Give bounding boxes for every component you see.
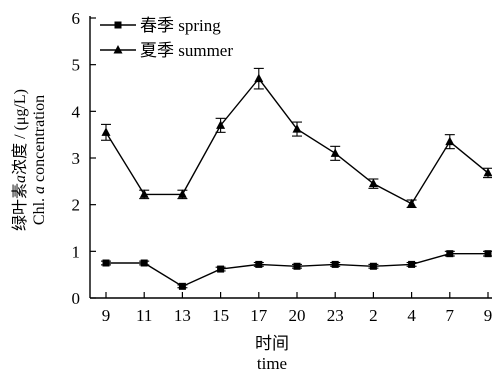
series-summer (101, 67, 492, 209)
series-layer (101, 67, 492, 290)
y-axis-label-cn-italic: a (12, 175, 29, 183)
data-point (484, 250, 492, 258)
data-point (178, 282, 186, 290)
legend-label: 夏季 summer (140, 41, 233, 60)
x-tick-label: 11 (136, 306, 152, 325)
x-tick-label: 9 (102, 306, 111, 325)
data-point (483, 167, 492, 177)
x-tick-label: 2 (369, 306, 378, 325)
x-axis-label-cn: 时间 (255, 334, 289, 353)
y-axis-label-en-italic: a (31, 186, 48, 194)
data-point (177, 189, 187, 198)
data-point (292, 124, 302, 133)
data-point (445, 136, 455, 146)
y-tick-label: 4 (72, 102, 81, 121)
y-axis-label-cn-suffix: 浓度 / (μg/L) (11, 89, 29, 175)
series-spring (101, 250, 492, 290)
legend-marker (113, 45, 123, 54)
data-point (254, 73, 264, 83)
y-tick-label: 6 (72, 9, 81, 28)
legend-marker (114, 21, 122, 29)
data-point (331, 260, 339, 268)
y-axis-label-en-prefix: Chl. (31, 194, 48, 225)
y-tick-label: 5 (72, 56, 81, 75)
data-point (408, 260, 416, 268)
x-axis-label-en: time (257, 354, 287, 373)
y-axis-label-cn: 绿叶素a浓度 / (μg/L) (11, 89, 29, 231)
data-point (255, 260, 263, 268)
data-point (101, 127, 111, 136)
legend-label: 春季 spring (140, 16, 221, 35)
y-axis-label-cn-prefix: 绿叶素 (11, 183, 29, 231)
x-tick-label: 17 (250, 306, 268, 325)
legend: 春季 spring 夏季 summer (100, 16, 233, 60)
data-point (293, 262, 301, 270)
data-point (446, 250, 454, 258)
data-point (140, 259, 148, 267)
data-point (369, 262, 377, 270)
data-point (217, 265, 225, 273)
x-tick-label: 7 (446, 306, 455, 325)
data-point (330, 148, 340, 157)
data-point (368, 178, 378, 188)
x-tick-label: 15 (212, 306, 229, 325)
data-point (139, 189, 149, 198)
data-point (407, 198, 417, 208)
data-point (216, 120, 226, 129)
x-tick-label: 9 (484, 306, 492, 325)
x-tick-label: 13 (174, 306, 191, 325)
y-axis-label-en: Chl. a concentration (31, 95, 48, 225)
series-line (106, 252, 488, 288)
x-tick-label: 23 (327, 306, 344, 325)
y-tick-label: 2 (72, 196, 81, 215)
y-tick-label: 0 (72, 289, 81, 308)
x-tick-label: 20 (289, 306, 306, 325)
y-tick-label: 3 (72, 149, 81, 168)
data-point (102, 259, 110, 267)
x-tick-label: 4 (407, 306, 416, 325)
y-axis-label-en-suffix: concentration (31, 95, 48, 186)
y-tick-label: 1 (72, 242, 81, 261)
series-line (105, 77, 489, 205)
